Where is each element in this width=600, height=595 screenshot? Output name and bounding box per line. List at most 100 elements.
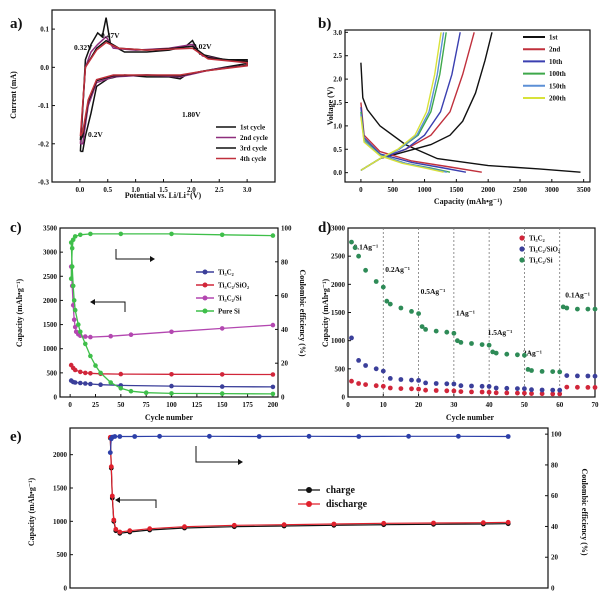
y-tick-label: 0.0 [40,64,49,72]
plot-frame [344,29,591,183]
data-point [98,382,103,388]
data-point [112,434,118,439]
legend-label: discharge [326,499,368,510]
series-line-0 [109,437,509,534]
y-tick-label: 0.5 [333,146,342,154]
data-point [564,373,570,378]
y-tick-label: 3000 [331,225,346,233]
data-point [409,377,414,383]
y-tick-label: 2.0 [333,76,342,84]
data-point [281,522,287,528]
data-point [88,334,93,340]
y-tick-label: 500 [335,365,346,373]
y2-tick-label: 40 [281,326,289,334]
x-tick-label: 3000 [545,186,560,194]
data-point [409,309,414,314]
data-point [132,434,138,439]
legend-marker [519,235,525,241]
data-point [88,371,93,376]
annotation: 2.02V [193,42,212,51]
data-point [380,383,386,389]
x-tick-label: 60 [556,401,564,409]
arrowhead [115,497,120,503]
data-point [219,372,225,377]
data-point [585,373,591,379]
data-point [444,388,450,394]
data-point [469,383,474,389]
data-point [419,324,425,329]
data-point [127,528,133,534]
data-point [433,381,439,386]
data-point [444,329,450,335]
data-point [107,450,113,455]
legend-marker [202,269,208,275]
data-point [451,330,457,336]
annotation: 0.2V [88,130,103,139]
x-tick-label: 1.0 [131,186,140,194]
rate-label: 2Ag⁻¹ [523,348,542,357]
data-point [356,434,362,439]
legend-label: Ti₃C₂ [218,269,234,277]
data-point [539,387,545,393]
data-point [557,369,563,375]
data-point [72,307,78,313]
data-point [88,231,93,237]
discharge-curve-2 [360,107,467,173]
data-point [349,239,354,245]
y-axis-label: Coulombic efficiency (%) [580,468,589,555]
y-tick-label: 3500 [43,225,58,233]
data-point [456,433,461,439]
data-point [480,520,486,526]
y-tick-label: 0 [342,394,346,402]
x-tick-label: 0 [346,401,350,409]
x-tick-label: 0.5 [103,186,112,194]
data-point [93,363,98,368]
data-point [373,366,379,372]
data-point [109,493,115,499]
legend-label: Ti₃C₂/SiO₂ [218,282,249,290]
legend-label: 2nd cycle [240,134,268,142]
data-point [409,386,414,392]
x-tick-label: 20 [415,401,423,409]
data-point [504,351,510,357]
data-point [557,391,563,397]
panel-b: b) 0 500 1000 1500 2000 2500 3000 3500 0.0 0.5 1.0 1… [318,16,591,206]
data-point [76,322,81,327]
data-point [270,322,276,328]
data-point [493,390,499,396]
x-tick-label: 100 [166,401,177,409]
data-point [356,358,361,363]
data-point [169,329,174,335]
arrow-to-left-axis [120,499,157,508]
x-tick-label: 50 [521,401,529,409]
panel-c: c)0 25 50 75 100 125 150 175 2000500100015002000… [10,220,307,422]
data-point [71,298,77,303]
y-tick-label: 2000 [43,297,58,305]
data-point [88,353,93,359]
data-point [560,304,566,310]
y-tick-label: 3.0 [333,29,342,37]
data-point [469,389,474,395]
y-tick-label: 2000 [53,451,68,459]
data-point [169,383,174,389]
data-point [373,383,379,389]
arrow-to-right-axis [115,249,150,260]
legend-label: 150th [549,82,566,90]
panel-label: a) [10,16,23,32]
data-point [550,369,556,374]
data-point [479,389,485,395]
legend-label: 1st cycle [240,124,265,132]
x-tick-label: 0 [68,401,72,409]
data-point [70,283,76,289]
y-tick-label: 0.0 [333,169,342,177]
annotation: 1.80V [182,110,201,119]
legend-marker [202,308,208,314]
data-point [550,391,556,397]
x-tick-label: 25 [92,401,100,409]
data-point [270,372,276,377]
data-point [98,370,103,376]
data-point [128,332,134,338]
data-point [406,433,411,439]
data-point [270,384,276,390]
legend-label: Ti₃C₂/Si [529,257,553,265]
